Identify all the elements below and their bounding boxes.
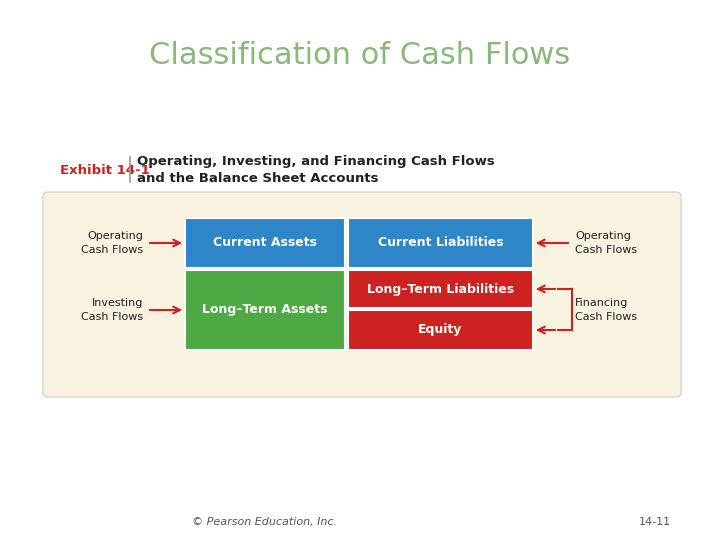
- FancyBboxPatch shape: [348, 310, 533, 350]
- Text: and the Balance Sheet Accounts: and the Balance Sheet Accounts: [137, 172, 379, 185]
- Text: Operating, Investing, and Financing Cash Flows: Operating, Investing, and Financing Cash…: [137, 156, 495, 168]
- Text: Long–Term Liabilities: Long–Term Liabilities: [367, 282, 514, 295]
- Text: Operating: Operating: [87, 231, 143, 241]
- Text: Financing: Financing: [575, 298, 629, 307]
- FancyBboxPatch shape: [348, 270, 533, 308]
- Text: Exhibit 14-1: Exhibit 14-1: [60, 164, 150, 177]
- Text: Equity: Equity: [418, 323, 463, 336]
- Text: Current Liabilities: Current Liabilities: [378, 237, 503, 249]
- Text: Cash Flows: Cash Flows: [575, 312, 637, 321]
- Text: Current Assets: Current Assets: [213, 237, 317, 249]
- FancyBboxPatch shape: [43, 192, 681, 397]
- FancyBboxPatch shape: [348, 218, 533, 268]
- Text: Operating: Operating: [575, 231, 631, 241]
- Text: Cash Flows: Cash Flows: [575, 245, 637, 255]
- Text: Investing: Investing: [91, 298, 143, 308]
- Text: © Pearson Education, Inc.: © Pearson Education, Inc.: [192, 517, 338, 527]
- FancyBboxPatch shape: [185, 270, 345, 350]
- Text: 14-11: 14-11: [639, 517, 671, 527]
- Text: Classification of Cash Flows: Classification of Cash Flows: [149, 40, 571, 70]
- FancyBboxPatch shape: [185, 218, 345, 268]
- Text: Cash Flows: Cash Flows: [81, 245, 143, 255]
- Text: Cash Flows: Cash Flows: [81, 312, 143, 322]
- Text: Long–Term Assets: Long–Term Assets: [202, 303, 328, 316]
